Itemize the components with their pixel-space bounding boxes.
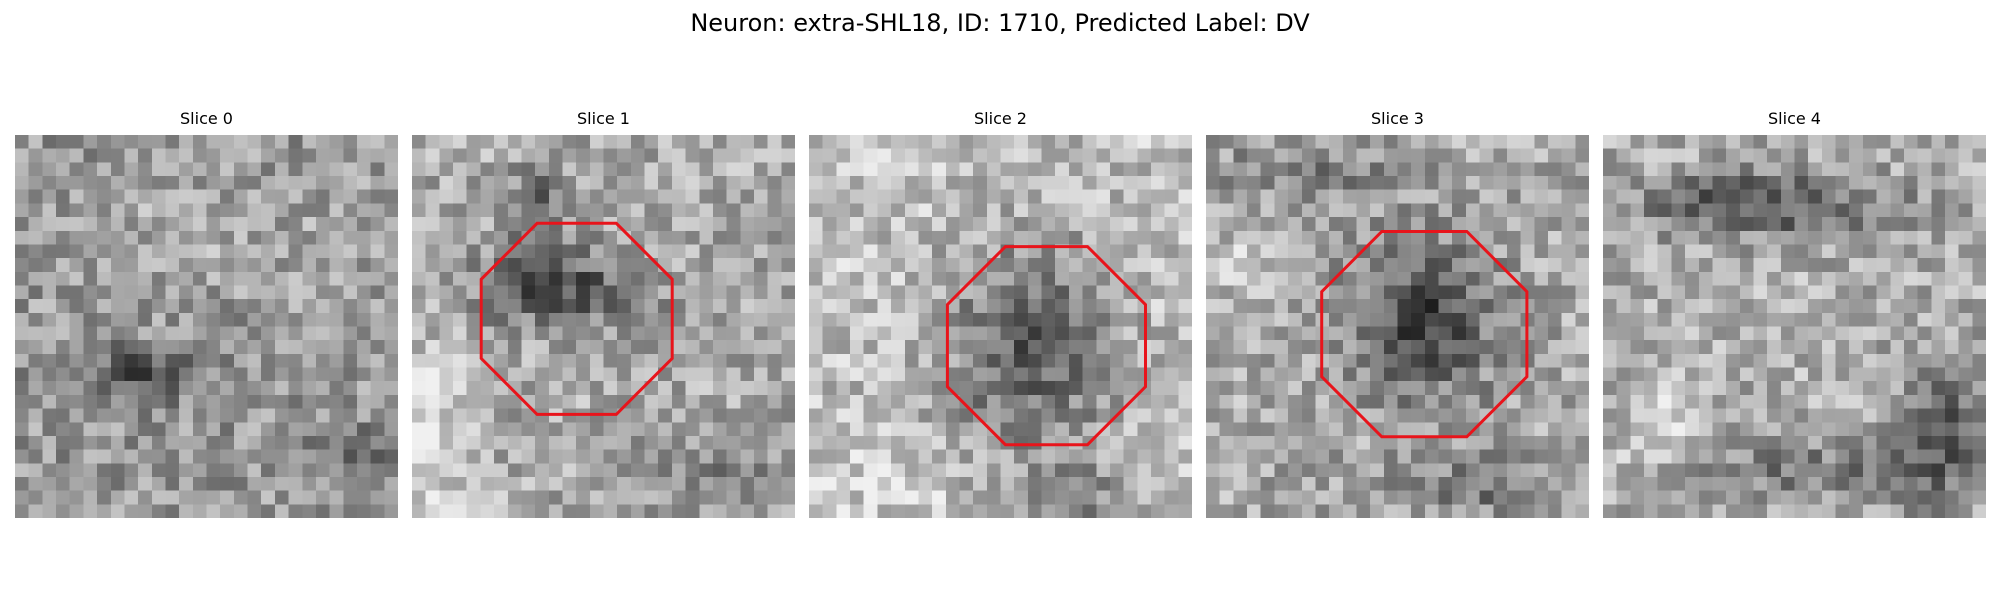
slice-title: Slice 1 bbox=[412, 108, 795, 130]
slice-panel-0: Slice 0 bbox=[15, 108, 398, 130]
slice-image bbox=[809, 135, 1192, 518]
slice-image bbox=[1603, 135, 1986, 518]
figure-title: Neuron: extra-SHL18, ID: 1710, Predicted… bbox=[0, 6, 2000, 40]
slice-panel-3: Slice 3 bbox=[1206, 108, 1589, 130]
slice-title: Slice 3 bbox=[1206, 108, 1589, 130]
slice-title: Slice 0 bbox=[15, 108, 398, 130]
slice-image bbox=[1206, 135, 1589, 518]
slice-title: Slice 4 bbox=[1603, 108, 1986, 130]
slice-panel-2: Slice 2 bbox=[809, 108, 1192, 130]
slice-panel-4: Slice 4 bbox=[1603, 108, 1986, 130]
slice-image bbox=[412, 135, 795, 518]
slice-title: Slice 2 bbox=[809, 108, 1192, 130]
slice-image bbox=[15, 135, 398, 518]
slice-panel-1: Slice 1 bbox=[412, 108, 795, 130]
